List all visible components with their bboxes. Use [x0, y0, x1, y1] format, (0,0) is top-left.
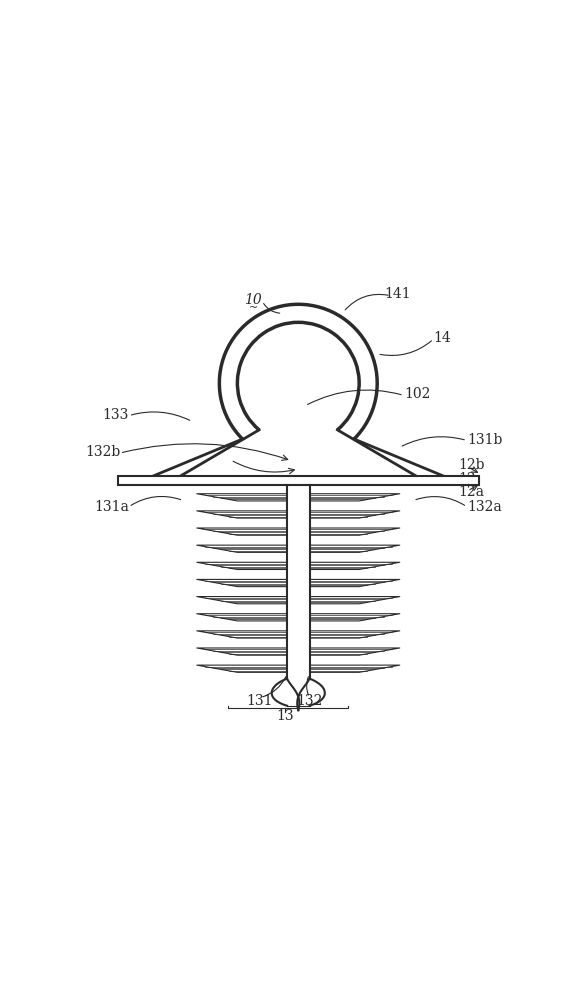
Polygon shape	[197, 648, 287, 655]
Bar	[118, 476, 479, 485]
Polygon shape	[197, 579, 287, 587]
Polygon shape	[310, 511, 400, 518]
Polygon shape	[197, 528, 287, 535]
Polygon shape	[310, 614, 400, 621]
Polygon shape	[310, 665, 400, 672]
Text: 10: 10	[244, 293, 262, 307]
Polygon shape	[310, 579, 400, 587]
Text: 131a: 131a	[94, 500, 129, 514]
Polygon shape	[197, 614, 287, 621]
Polygon shape	[310, 597, 400, 604]
Polygon shape	[197, 597, 287, 604]
Text: 14: 14	[434, 331, 451, 345]
Text: 131b: 131b	[467, 433, 503, 447]
Text: 13: 13	[276, 709, 293, 723]
Polygon shape	[310, 494, 400, 501]
Polygon shape	[310, 528, 400, 535]
Polygon shape	[197, 511, 287, 518]
Text: 12: 12	[459, 472, 476, 486]
Text: 102: 102	[404, 387, 431, 401]
Polygon shape	[197, 494, 287, 501]
Polygon shape	[197, 562, 287, 570]
Text: 131: 131	[247, 694, 273, 708]
Polygon shape	[310, 545, 400, 552]
Text: 132b: 132b	[85, 445, 120, 459]
Text: 133: 133	[103, 408, 129, 422]
Text: ~: ~	[249, 303, 258, 313]
Polygon shape	[310, 648, 400, 655]
Polygon shape	[197, 631, 287, 638]
Polygon shape	[197, 665, 287, 672]
Text: 132a: 132a	[467, 500, 502, 514]
Text: 132: 132	[296, 694, 323, 708]
Text: 141: 141	[384, 287, 411, 301]
Polygon shape	[197, 545, 287, 552]
Polygon shape	[310, 562, 400, 570]
Text: 12a: 12a	[459, 485, 484, 499]
Text: 12b: 12b	[459, 458, 485, 472]
Polygon shape	[310, 631, 400, 638]
